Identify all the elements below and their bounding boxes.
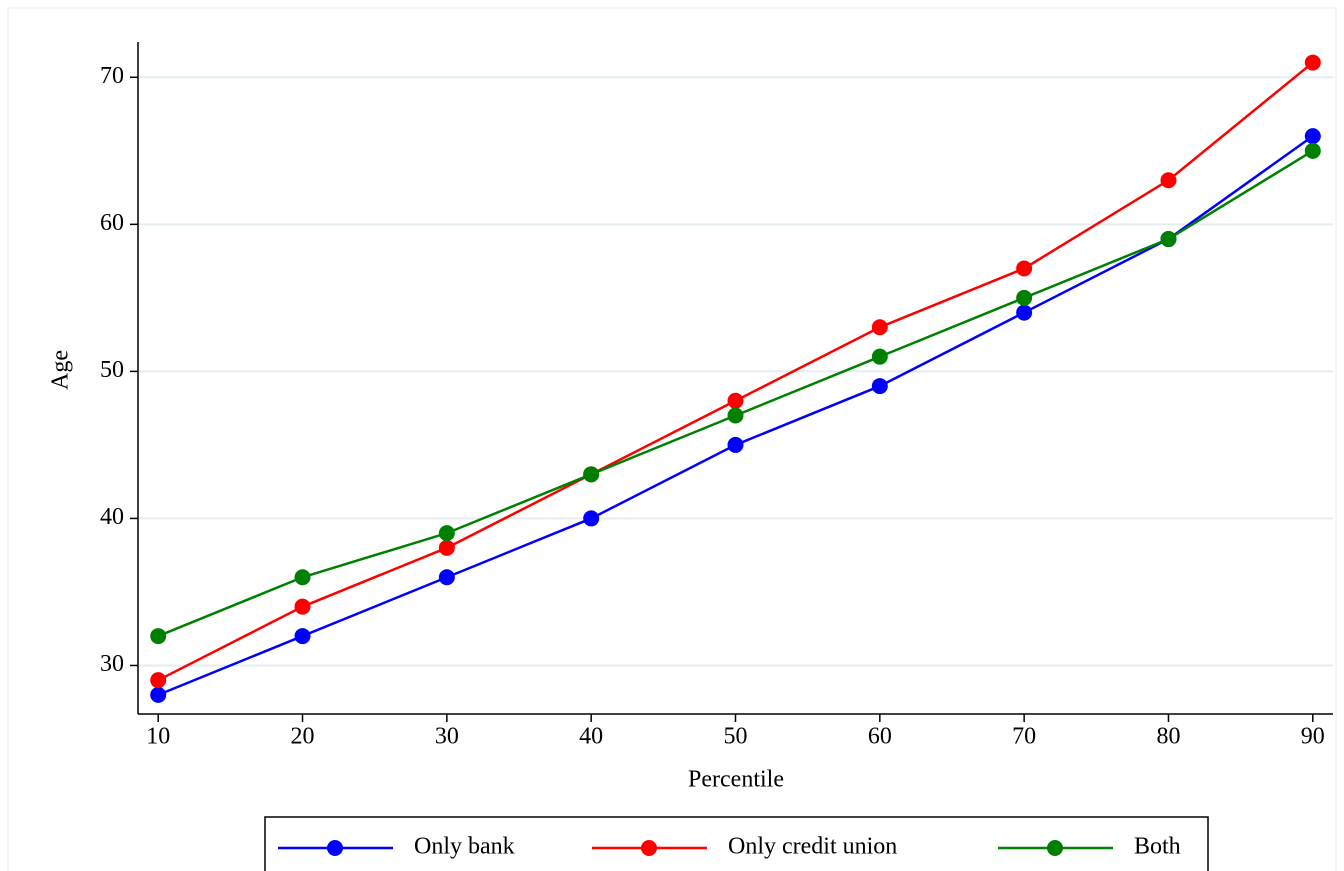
point: [1160, 231, 1177, 248]
x-tick-label: 30: [435, 724, 459, 750]
point: [294, 598, 311, 615]
point: [727, 392, 744, 409]
point: [583, 510, 600, 527]
point: [871, 319, 888, 336]
point: [294, 628, 311, 645]
x-tick-label: 40: [579, 724, 603, 750]
x-tick-label: 20: [291, 724, 315, 750]
frame: [7, 7, 1337, 871]
point: [150, 672, 167, 689]
legend-marker: [641, 840, 657, 856]
x-tick-label: 80: [1156, 724, 1180, 750]
legend-marker: [1047, 840, 1063, 856]
y-tick-label: 50: [100, 357, 124, 383]
point: [1016, 289, 1033, 306]
point: [1016, 304, 1033, 321]
y-axis-label: Age: [48, 350, 74, 390]
x-tick-label: 50: [724, 724, 748, 750]
point: [871, 348, 888, 365]
point: [150, 628, 167, 645]
point: [438, 569, 455, 586]
point: [727, 436, 744, 453]
point: [294, 569, 311, 586]
y-tick-label: 40: [100, 504, 124, 530]
point: [1304, 128, 1321, 145]
x-tick-label: 90: [1301, 724, 1325, 750]
x-tick-label: 10: [146, 724, 170, 750]
point: [438, 539, 455, 556]
y-tick-label: 70: [100, 63, 124, 89]
point: [1160, 172, 1177, 189]
point: [438, 525, 455, 542]
point: [583, 466, 600, 483]
y-tick-label: 60: [100, 210, 124, 236]
legend-marker: [327, 840, 343, 856]
x-tick-label: 70: [1012, 724, 1036, 750]
point: [1016, 260, 1033, 277]
point: [727, 407, 744, 424]
point: [871, 378, 888, 395]
legend-label: Only bank: [414, 834, 515, 860]
x-tick-label: 60: [868, 724, 892, 750]
point: [1304, 142, 1321, 159]
x-axis-label: Percentile: [688, 767, 784, 793]
y-tick-label: 30: [100, 651, 124, 677]
legend-label: Only credit union: [728, 834, 897, 860]
point: [150, 686, 167, 703]
point: [1304, 54, 1321, 71]
legend-label: Both: [1134, 834, 1181, 860]
